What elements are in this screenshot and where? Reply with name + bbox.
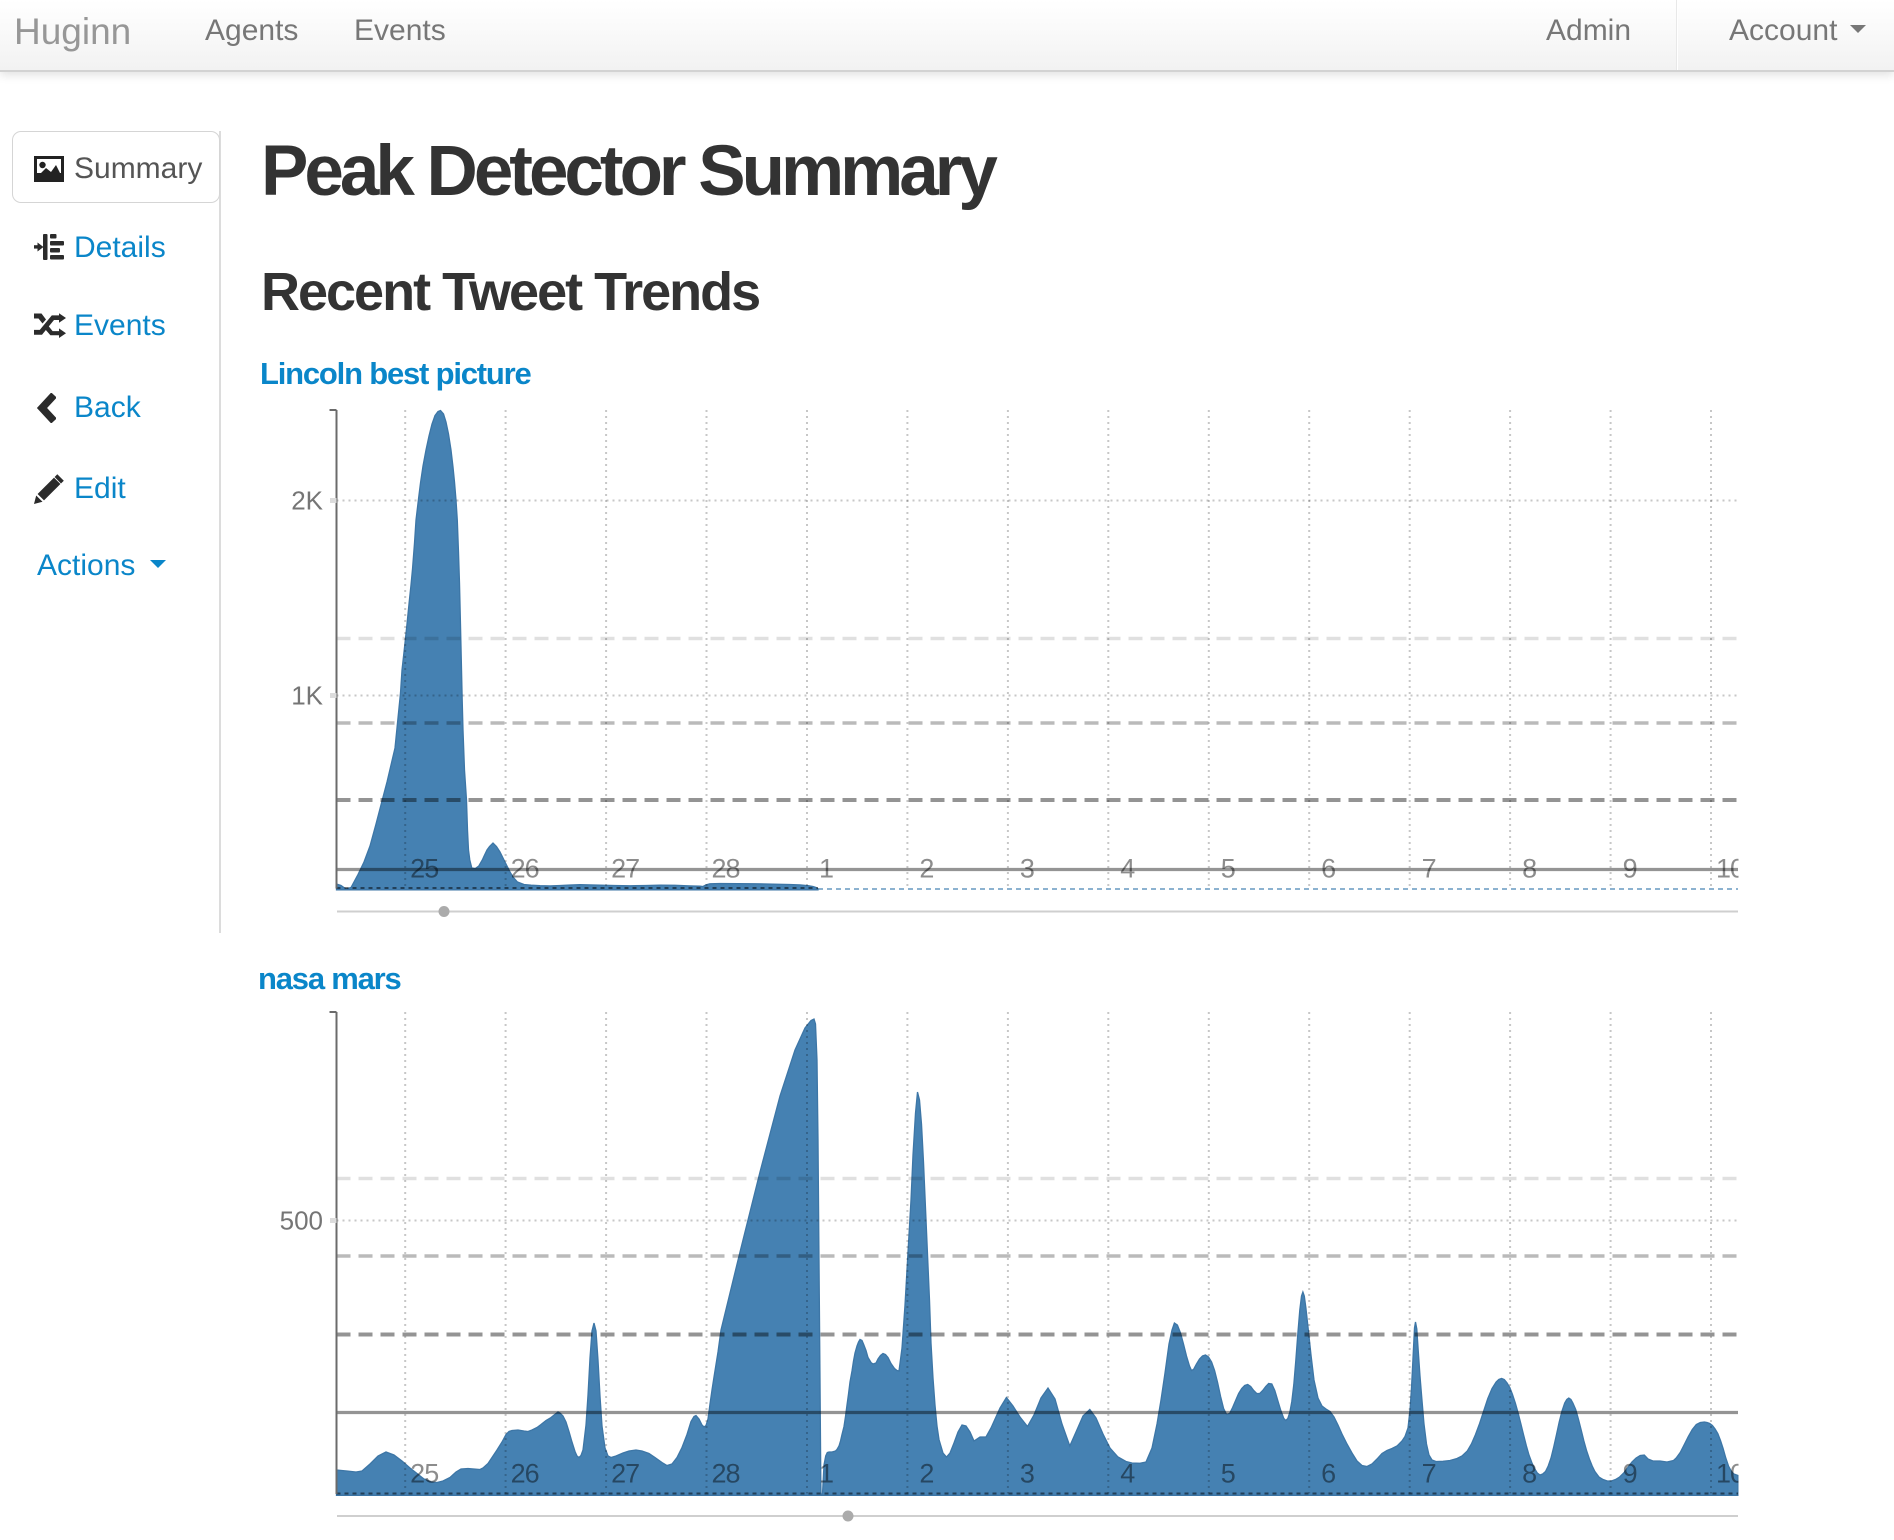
svg-text:9: 9 xyxy=(1623,854,1637,884)
svg-text:8: 8 xyxy=(1522,1459,1536,1489)
svg-text:4: 4 xyxy=(1120,1459,1135,1489)
svg-text:25: 25 xyxy=(410,1459,438,1489)
svg-text:7: 7 xyxy=(1422,854,1436,884)
svg-text:6: 6 xyxy=(1321,1459,1335,1489)
svg-text:1K: 1K xyxy=(291,681,323,711)
svg-text:1: 1 xyxy=(819,1459,833,1489)
svg-text:27: 27 xyxy=(611,1459,639,1489)
svg-text:26: 26 xyxy=(511,854,539,884)
svg-text:8: 8 xyxy=(1522,854,1536,884)
svg-text:28: 28 xyxy=(711,854,739,884)
svg-text:3: 3 xyxy=(1020,1459,1034,1489)
svg-text:500: 500 xyxy=(280,1206,323,1236)
svg-text:5: 5 xyxy=(1221,854,1235,884)
svg-text:26: 26 xyxy=(511,1459,539,1489)
svg-text:7: 7 xyxy=(1422,1459,1436,1489)
svg-text:27: 27 xyxy=(611,854,639,884)
svg-text:5: 5 xyxy=(1221,1459,1235,1489)
svg-text:1: 1 xyxy=(819,854,833,884)
svg-text:3: 3 xyxy=(1020,854,1034,884)
svg-text:2: 2 xyxy=(919,1459,933,1489)
svg-text:25: 25 xyxy=(410,854,438,884)
svg-text:6: 6 xyxy=(1321,854,1335,884)
svg-text:9: 9 xyxy=(1623,1459,1637,1489)
svg-text:2K: 2K xyxy=(291,486,323,516)
svg-text:4: 4 xyxy=(1120,854,1135,884)
svg-text:28: 28 xyxy=(711,1459,739,1489)
svg-text:2: 2 xyxy=(919,854,933,884)
